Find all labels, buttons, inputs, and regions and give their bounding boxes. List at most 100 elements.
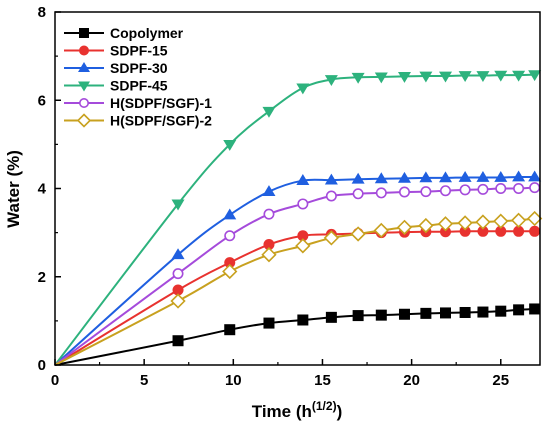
y-tick-label: 4 [38, 181, 47, 198]
data-point [323, 230, 340, 246]
x-axis-ticks: 0 5 10 15 20 25 [51, 359, 509, 389]
data-point [528, 170, 542, 182]
legend-marker [76, 113, 92, 128]
data-point [419, 171, 433, 183]
x-axis-title: Time (h(1/2)) [252, 399, 343, 421]
x-tick-label: 25 [492, 372, 509, 389]
legend-item: H(SDPF/SGF)-1 [64, 95, 212, 111]
data-point [510, 212, 527, 228]
plot-series [54, 70, 543, 366]
data-point [261, 247, 277, 263]
data-point [223, 208, 237, 220]
data-point [495, 305, 507, 317]
data-point [297, 314, 309, 326]
data-point [296, 83, 310, 95]
data-point [477, 225, 489, 237]
data-point [438, 171, 452, 183]
data-point [224, 324, 236, 336]
data-point [263, 317, 275, 329]
legend-label: SDPF-15 [110, 43, 168, 59]
data-point [459, 184, 471, 196]
data-point [223, 139, 237, 151]
data-point [420, 186, 432, 198]
data-point [172, 335, 184, 347]
data-point [325, 311, 337, 323]
y-tick-label: 8 [38, 4, 46, 21]
legend-label: Copolymer [110, 25, 184, 41]
data-point [529, 182, 541, 194]
data-point [459, 306, 471, 318]
data-point [374, 172, 388, 184]
legend-item: H(SDPF/SGF)-2 [64, 113, 212, 129]
data-point [513, 183, 525, 195]
data-point [437, 216, 454, 232]
data-point [420, 307, 432, 319]
data-point [476, 170, 490, 182]
series-3 [54, 70, 542, 366]
data-point [529, 225, 541, 237]
data-point [457, 215, 473, 231]
data-point [374, 72, 388, 84]
data-point [495, 225, 507, 237]
data-point [224, 230, 236, 242]
data-point [527, 210, 543, 227]
data-point [438, 71, 452, 83]
data-point [512, 170, 526, 182]
data-point [477, 306, 489, 318]
data-point [324, 173, 338, 185]
data-point [351, 172, 365, 184]
data-point [397, 171, 411, 183]
series-2 [54, 170, 542, 366]
data-point [351, 72, 365, 84]
legend-marker [79, 28, 89, 38]
series-line [54, 186, 535, 366]
y-tick-label: 2 [38, 269, 46, 286]
data-point [513, 225, 525, 237]
legend-marker [78, 81, 90, 92]
data-point [325, 190, 337, 202]
data-point [352, 188, 364, 200]
data-point [396, 219, 413, 235]
data-point [222, 263, 238, 280]
x-axis-title-end: ) [337, 402, 343, 421]
data-point [350, 226, 366, 242]
data-point [224, 257, 236, 269]
data-point [296, 174, 310, 185]
data-point [373, 222, 389, 239]
data-point [439, 307, 451, 319]
data-point [512, 70, 526, 82]
data-point [297, 230, 309, 242]
series-line [54, 230, 535, 366]
legend: CopolymerSDPF-15SDPF-30SDPF-45H(SDPF/SGF… [64, 25, 212, 129]
data-point [263, 239, 275, 251]
legend-label: SDPF-30 [110, 60, 168, 76]
x-tick-label: 10 [225, 372, 242, 389]
data-point [439, 185, 451, 197]
legend-label: H(SDPF/SGF)-2 [110, 113, 212, 129]
data-point [418, 217, 434, 234]
data-point [458, 71, 472, 83]
data-point [375, 309, 387, 321]
data-point [172, 284, 184, 296]
y-axis-title: Water (%) [4, 150, 23, 228]
data-point [171, 199, 185, 211]
series-5 [54, 210, 543, 366]
legend-marker [79, 45, 89, 56]
data-point [398, 186, 410, 198]
data-point [458, 170, 472, 182]
data-point [397, 72, 411, 83]
data-point [494, 70, 508, 82]
legend-item: Copolymer [64, 25, 184, 41]
series-line [54, 217, 535, 366]
data-point [172, 268, 184, 280]
data-point [170, 293, 186, 309]
legend-item: SDPF-30 [64, 60, 168, 76]
data-point [529, 303, 541, 315]
data-point [295, 238, 311, 254]
y-axis-ticks: 0 2 4 6 8 [38, 4, 61, 374]
data-point [459, 225, 471, 237]
data-point [262, 106, 276, 118]
data-point [439, 226, 451, 238]
legend-label: H(SDPF/SGF)-1 [110, 95, 212, 111]
